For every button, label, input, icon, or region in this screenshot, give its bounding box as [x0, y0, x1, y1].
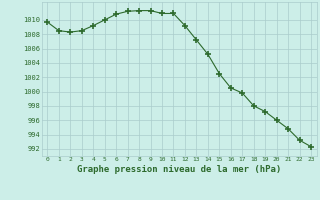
X-axis label: Graphe pression niveau de la mer (hPa): Graphe pression niveau de la mer (hPa) — [77, 165, 281, 174]
